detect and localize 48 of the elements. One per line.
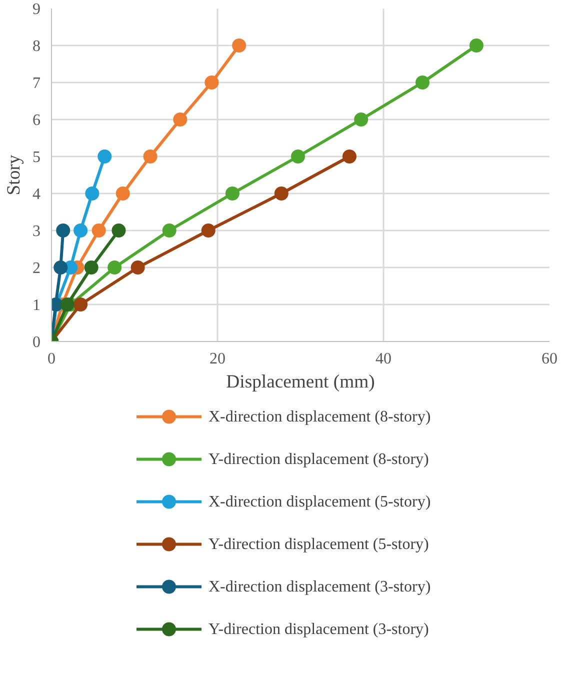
point: [54, 260, 68, 274]
point: [416, 76, 430, 90]
point: [173, 112, 188, 126]
y-tick-label: 6: [32, 112, 40, 129]
y-tick-label: 0: [32, 334, 40, 351]
legend-label: X-direction displacement (8-story): [208, 408, 431, 426]
point: [98, 150, 112, 164]
x-tick-label: 40: [376, 350, 392, 368]
point: [201, 224, 216, 238]
point: [74, 224, 88, 238]
legend-label: Y-direction displacement (8-story): [208, 450, 429, 468]
legend-label: Y-direction displacement (5-story): [208, 536, 429, 553]
point: [225, 186, 240, 200]
point: [469, 38, 484, 52]
point: [130, 260, 145, 274]
y-tick-label: 3: [32, 223, 40, 240]
y-tick-label: 4: [32, 186, 40, 203]
x-tick-label: 0: [48, 350, 56, 368]
point: [74, 298, 88, 312]
x-tick-label: 20: [210, 350, 226, 368]
point: [232, 38, 246, 52]
y-tick-label: 2: [32, 260, 40, 277]
point: [204, 76, 219, 90]
point: [116, 186, 130, 200]
y-tick-label: 9: [32, 1, 40, 18]
point: [108, 260, 122, 274]
point: [60, 298, 74, 312]
point: [143, 150, 158, 164]
point: [291, 150, 306, 164]
point: [85, 186, 100, 200]
y-tick-label: 1: [32, 297, 40, 314]
point: [162, 224, 176, 238]
legend-label: X-direction displacement (3-story): [208, 578, 431, 596]
y-tick-label: 5: [32, 149, 40, 166]
y-tick-label: 8: [32, 38, 40, 55]
legend-label: Y-direction displacement (3-story): [208, 620, 429, 638]
y-axis-title: Story: [4, 154, 24, 196]
point: [56, 224, 70, 238]
point: [112, 224, 126, 238]
point: [92, 224, 106, 238]
point: [84, 260, 98, 274]
legend-label: X-direction displacement (5-story): [208, 493, 431, 510]
point: [274, 186, 288, 200]
x-axis-title: Displacement (mm): [226, 372, 375, 392]
point: [354, 112, 368, 126]
x-tick-label: 60: [542, 350, 558, 368]
y-tick-label: 7: [32, 75, 40, 92]
point: [342, 150, 356, 164]
